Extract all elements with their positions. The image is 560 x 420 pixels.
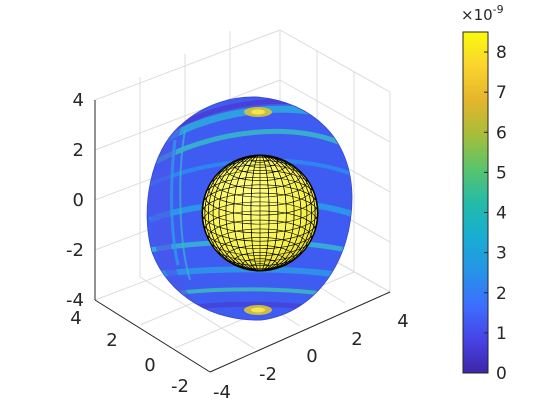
sphere-latitude-line bbox=[225, 156, 295, 181]
y-tick-label: -2 bbox=[171, 376, 189, 397]
y-tick-label: 2 bbox=[106, 330, 117, 351]
z-tick-label: -4 bbox=[66, 290, 84, 311]
z-tick-label: -2 bbox=[66, 240, 84, 261]
x-tick-label: 2 bbox=[351, 329, 362, 350]
sphere-longitude-line bbox=[212, 155, 308, 271]
x-tick-label: -4 bbox=[213, 382, 231, 403]
z-axis-tick-labels: -4 -2 0 2 4 bbox=[66, 90, 84, 311]
x-tick-label: 4 bbox=[397, 311, 408, 332]
sphere-latitude-line bbox=[212, 164, 308, 198]
colorbar-tick-label: 6 bbox=[496, 123, 507, 143]
colorbar-tick-label: 2 bbox=[496, 284, 507, 304]
sphere-longitude-line bbox=[208, 155, 312, 271]
colorbar-tick-label: 3 bbox=[496, 244, 507, 264]
sphere-longitude-line bbox=[218, 155, 302, 271]
sphere-longitude-line bbox=[241, 155, 279, 271]
colorbar-tick-label: 5 bbox=[496, 163, 507, 183]
x-axis-tick-labels: -4 -2 0 2 4 bbox=[213, 311, 409, 403]
sphere-longitude-line bbox=[204, 155, 316, 271]
colorbar-tick-label: 7 bbox=[496, 83, 507, 103]
colorbar-tick-label: 4 bbox=[496, 204, 507, 224]
sphere-latitude-line bbox=[202, 192, 318, 234]
y-tick-label: 4 bbox=[70, 308, 81, 329]
colorbar-bar bbox=[462, 31, 489, 374]
sphere-longitude-line bbox=[250, 155, 270, 271]
sphere-latitude-line bbox=[250, 155, 270, 163]
z-tick-label: 0 bbox=[73, 190, 84, 211]
colorbar-tick-labels: 0 1 2 3 4 5 6 7 8 bbox=[484, 43, 507, 384]
axis-lines bbox=[94, 100, 391, 373]
y-axis-tick-labels: -2 0 2 4 bbox=[70, 308, 189, 397]
y-tick-label: 0 bbox=[144, 355, 155, 376]
z-tick-label: 4 bbox=[73, 90, 84, 111]
x-tick-label: -2 bbox=[259, 364, 277, 385]
z-tick-label: 2 bbox=[73, 140, 84, 161]
colorbar-tick-label: 1 bbox=[496, 324, 507, 344]
x-tick-label: 0 bbox=[306, 346, 317, 367]
sphere-longitude-line bbox=[233, 155, 287, 271]
inner-sphere bbox=[201, 154, 319, 272]
colorbar-exponent: ×10-9 bbox=[461, 3, 504, 24]
colorbar-tick-label: 0 bbox=[496, 364, 507, 384]
sphere-longitude-line bbox=[225, 155, 295, 271]
sphere-longitude-line bbox=[202, 155, 318, 271]
colorbar-tick-label: 8 bbox=[496, 43, 507, 63]
sphere-latitude-line bbox=[225, 245, 295, 270]
colorbar: 0 1 2 3 4 5 6 7 8 ×10-9 bbox=[461, 3, 507, 384]
sphere-latitude-line bbox=[250, 263, 270, 271]
